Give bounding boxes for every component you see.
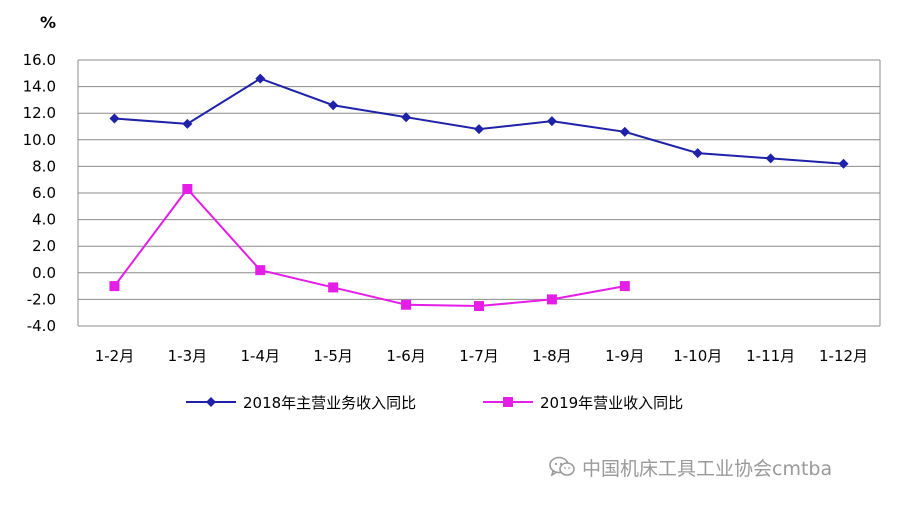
x-tick-label: 1-10月 [673,347,722,365]
series-line-0 [114,77,844,165]
legend-label-1: 2019年营业收入同比 [540,394,683,412]
x-tick-label: 1-11月 [746,347,795,365]
series-0-point [401,112,412,123]
series-0-point [255,73,266,84]
y-axis: 16.0 14.0 12.0 10.0 8.0 6.0 4.0 2.0 0.0 -2.0 -4.0 [23,51,56,335]
x-tick-label: 1-8月 [532,347,572,365]
x-tick-label: 1-2月 [95,347,135,365]
y-unit-label: % [40,13,56,32]
wechat-icon [549,456,575,477]
y-tick-label: 2.0 [32,237,56,255]
legend: 2018年主营业务收入同比 2019年营业收入同比 [186,394,683,412]
y-tick-label: 0.0 [32,264,56,282]
y-tick-label: 8.0 [32,157,56,175]
series-0-point [328,100,339,111]
series-0-point [474,124,484,135]
y-tick-label: 12.0 [23,104,56,122]
grid [77,59,881,327]
series-0-point [109,113,120,124]
x-tick-label: 1-4月 [241,347,281,365]
x-tick-label: 1-9月 [605,347,645,365]
series-0-point [692,148,703,159]
series-1-point [546,294,557,305]
series-1-point [109,281,120,292]
watermark-text: 中国机床工具工业协会cmtba [582,457,833,480]
series-0-point [619,126,630,137]
series-line-1 [113,187,625,308]
x-tick-label: 1-7月 [459,347,499,365]
series-0-point [546,116,557,127]
x-axis: 1-2月 1-3月 1-4月 1-5月 1-6月 1-7月 1-8月 1-9月 1-10月 1-1… [95,347,868,365]
legend-marker-0 [206,397,216,407]
series-1-point [182,184,193,195]
y-tick-label: 4.0 [32,211,56,229]
series-1-point [328,282,339,293]
series-group [109,73,849,312]
series-1-point [401,299,412,310]
x-tick-label: 1-12月 [819,347,868,365]
series-1-point [474,301,484,312]
series-0-point [182,118,193,129]
watermark: 中国机床工具工业协会cmtba [548,453,832,481]
x-tick-label: 1-3月 [168,347,208,365]
x-tick-label: 1-5月 [313,347,353,365]
legend-label-0: 2018年主营业务收入同比 [243,394,416,412]
series-1-point [619,281,630,292]
x-tick-label: 1-6月 [386,347,426,365]
series-0-point [765,153,776,164]
y-tick-label: 14.0 [23,78,56,96]
series-0-point [838,158,849,169]
y-tick-label: -4.0 [27,317,56,335]
legend-marker-1 [503,397,513,407]
y-tick-label: -2.0 [27,290,56,308]
y-tick-label: 6.0 [32,184,56,202]
y-tick-label: 10.0 [23,131,56,149]
series-1-point [255,265,266,276]
y-tick-label: 16.0 [23,51,56,69]
